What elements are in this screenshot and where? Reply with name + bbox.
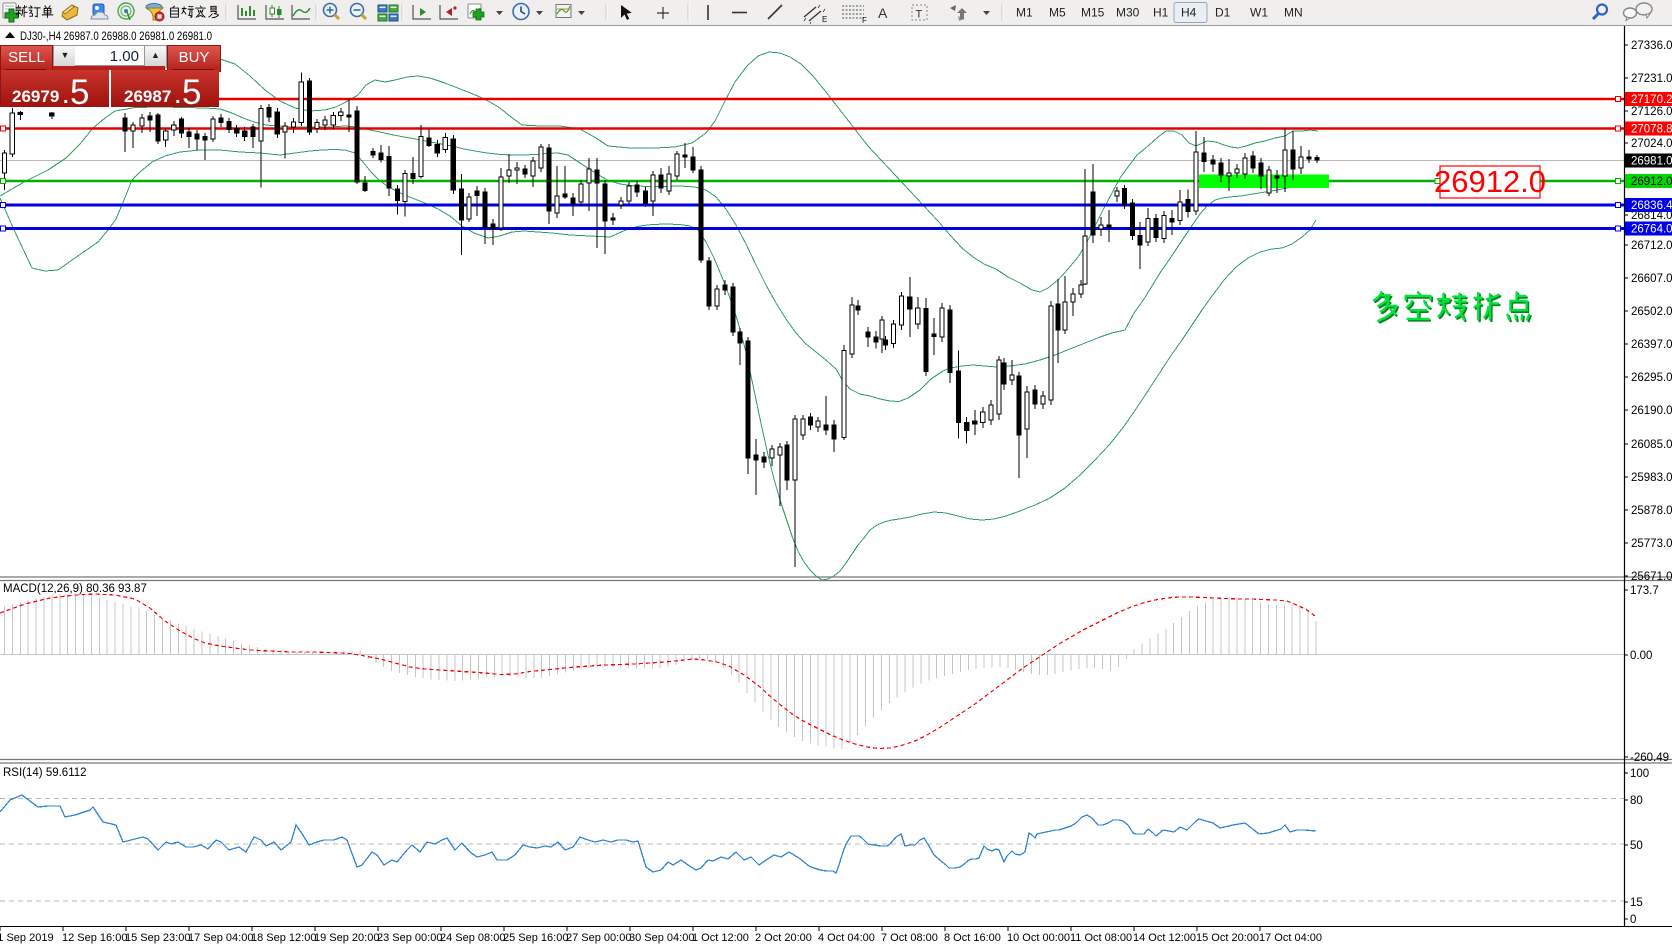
svg-text:MN: MN xyxy=(1284,6,1303,20)
svg-text:H4: H4 xyxy=(1181,6,1197,20)
svg-text:26912.0: 26912.0 xyxy=(1434,164,1546,199)
svg-text:D1: D1 xyxy=(1215,6,1231,20)
svg-text:26814.0: 26814.0 xyxy=(1631,210,1672,222)
svg-text:T: T xyxy=(916,9,923,21)
svg-text:26085.0: 26085.0 xyxy=(1631,439,1672,451)
svg-text:27 Sep 00:00: 27 Sep 00:00 xyxy=(566,932,631,944)
svg-text:15: 15 xyxy=(1630,897,1643,909)
svg-text:15 Oct 20:00: 15 Oct 20:00 xyxy=(1196,932,1259,944)
svg-text:27336.0: 27336.0 xyxy=(1631,40,1672,52)
svg-text:25878.0: 25878.0 xyxy=(1631,505,1672,517)
svg-text:27231.0: 27231.0 xyxy=(1631,73,1672,85)
svg-text:M1: M1 xyxy=(1016,6,1033,20)
svg-text:19 Sep 20:00: 19 Sep 20:00 xyxy=(314,932,379,944)
svg-text:25983.0: 25983.0 xyxy=(1631,472,1672,484)
svg-text:26295.0: 26295.0 xyxy=(1631,372,1672,384)
svg-text:27126.0: 27126.0 xyxy=(1631,106,1672,118)
svg-text:26190.0: 26190.0 xyxy=(1631,405,1672,417)
svg-text:12 Sep 16:00: 12 Sep 16:00 xyxy=(62,932,127,944)
svg-text:4 Oct 04:00: 4 Oct 04:00 xyxy=(818,932,875,944)
svg-text:26712.0: 26712.0 xyxy=(1631,240,1672,252)
svg-text:27170.2: 27170.2 xyxy=(1631,94,1672,106)
svg-text:50: 50 xyxy=(1630,840,1643,852)
svg-text:M5: M5 xyxy=(1049,6,1066,20)
svg-text:2 Oct 20:00: 2 Oct 20:00 xyxy=(755,932,812,944)
svg-text:10 Oct 00:00: 10 Oct 00:00 xyxy=(1007,932,1070,944)
svg-text:24 Sep 08:00: 24 Sep 08:00 xyxy=(440,932,505,944)
svg-text:15 Sep 23:00: 15 Sep 23:00 xyxy=(125,932,190,944)
svg-text:18 Sep 12:00: 18 Sep 12:00 xyxy=(251,932,316,944)
svg-text:11 Sep 2019: 11 Sep 2019 xyxy=(0,932,54,944)
svg-text:W1: W1 xyxy=(1250,6,1268,20)
svg-text:27078.8: 27078.8 xyxy=(1631,124,1672,136)
svg-text:A: A xyxy=(878,5,888,21)
svg-text:173.7: 173.7 xyxy=(1630,585,1659,597)
svg-text:26607.0: 26607.0 xyxy=(1631,273,1672,285)
svg-text:30 Sep 04:00: 30 Sep 04:00 xyxy=(629,932,694,944)
svg-text:80: 80 xyxy=(1630,795,1643,807)
svg-text:-260.49: -260.49 xyxy=(1630,752,1669,764)
svg-text:25 Sep 16:00: 25 Sep 16:00 xyxy=(503,932,568,944)
svg-text:DJ30-,H4 26987.0 26988.0 2698: DJ30-,H4 26987.0 26988.0 26981.0 26981.0 xyxy=(20,31,212,43)
svg-text:14 Oct 12:00: 14 Oct 12:00 xyxy=(1133,932,1196,944)
svg-text:25773.0: 25773.0 xyxy=(1631,538,1672,550)
svg-text:26397.0: 26397.0 xyxy=(1631,339,1672,351)
svg-text:F: F xyxy=(862,16,867,25)
svg-text:8 Oct 16:00: 8 Oct 16:00 xyxy=(944,932,1001,944)
svg-text:11 Oct 08:00: 11 Oct 08:00 xyxy=(1070,932,1132,944)
svg-text:25671.0: 25671.0 xyxy=(1631,571,1672,583)
svg-text:26764.0: 26764.0 xyxy=(1631,224,1672,236)
svg-text:100: 100 xyxy=(1630,768,1649,780)
svg-text:1 Oct 12:00: 1 Oct 12:00 xyxy=(692,932,749,944)
svg-text:M30: M30 xyxy=(1116,6,1140,20)
svg-text:M15: M15 xyxy=(1081,6,1105,20)
svg-text:0: 0 xyxy=(1630,914,1636,926)
svg-text:26981.0: 26981.0 xyxy=(1631,156,1672,168)
svg-text:17 Sep 04:00: 17 Sep 04:00 xyxy=(188,932,253,944)
svg-text:MACD(12,26,9) 80.36 93.87: MACD(12,26,9) 80.36 93.87 xyxy=(3,583,147,595)
svg-text:RSI(14) 59.6112: RSI(14) 59.6112 xyxy=(3,767,87,779)
svg-text:26502.0: 26502.0 xyxy=(1631,306,1672,318)
svg-text:E: E xyxy=(822,15,827,24)
svg-text:26912.0: 26912.0 xyxy=(1631,176,1672,188)
svg-text:27024.0: 27024.0 xyxy=(1631,138,1672,150)
svg-text:0.00: 0.00 xyxy=(1630,650,1652,662)
svg-text:H1: H1 xyxy=(1153,6,1169,20)
svg-text:23 Sep 00:00: 23 Sep 00:00 xyxy=(377,932,442,944)
svg-text:7 Oct 08:00: 7 Oct 08:00 xyxy=(881,932,938,944)
svg-text:17 Oct 04:00: 17 Oct 04:00 xyxy=(1259,932,1322,944)
svg-text:26836.4: 26836.4 xyxy=(1631,200,1672,212)
